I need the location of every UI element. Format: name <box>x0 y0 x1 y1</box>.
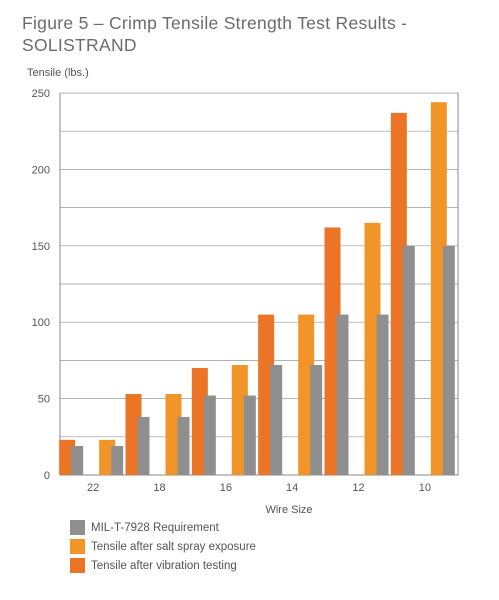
bar <box>137 416 150 475</box>
x-tick-label: 10 <box>419 482 431 494</box>
legend-label: MIL-T-7928 Requirement <box>91 521 219 534</box>
legend-swatch <box>70 558 85 573</box>
x-axis-label: Wire Size <box>265 504 312 515</box>
y-tick-label: 0 <box>44 470 50 482</box>
chart-legend: MIL-T-7928 Requirement Tensile after salt… <box>70 518 256 575</box>
bar <box>71 445 84 475</box>
x-tick-label: 18 <box>153 482 165 494</box>
bar <box>111 445 124 475</box>
bar <box>177 416 190 475</box>
chart-title: Figure 5 – Crimp Tensile Strength Test R… <box>22 13 408 55</box>
x-tick-label: 22 <box>87 482 99 494</box>
x-tick-label: 16 <box>220 482 232 494</box>
y-tick-label: 50 <box>38 394 50 406</box>
legend-label: Tensile after vibration testing <box>91 559 237 572</box>
bar <box>310 364 323 475</box>
bar <box>442 245 455 475</box>
bar <box>243 395 256 475</box>
x-tick-label: 12 <box>352 482 364 494</box>
bar <box>402 245 415 475</box>
x-tick-label: 14 <box>286 482 298 494</box>
legend-swatch <box>70 520 85 535</box>
y-tick-label: 200 <box>32 164 50 176</box>
y-tick-label: 150 <box>32 241 50 253</box>
legend-label: Tensile after salt spray exposure <box>91 540 256 553</box>
legend-item: MIL-T-7928 Requirement <box>70 518 256 537</box>
bar-chart: 0 50 100 150 200 250 Tensile (lbs.) 22 18 16 14 12 1… <box>27 67 459 515</box>
legend-swatch <box>70 539 85 554</box>
bar <box>270 364 283 475</box>
y-tick-label: 250 <box>32 88 50 100</box>
bar <box>203 395 216 475</box>
legend-item: Tensile after vibration testing <box>70 556 256 575</box>
bar <box>336 314 349 475</box>
legend-item: Tensile after salt spray exposure <box>70 537 256 556</box>
bar <box>376 314 389 475</box>
y-tick-label: 100 <box>32 317 50 329</box>
y-axis-label: Tensile (lbs.) <box>27 67 89 79</box>
